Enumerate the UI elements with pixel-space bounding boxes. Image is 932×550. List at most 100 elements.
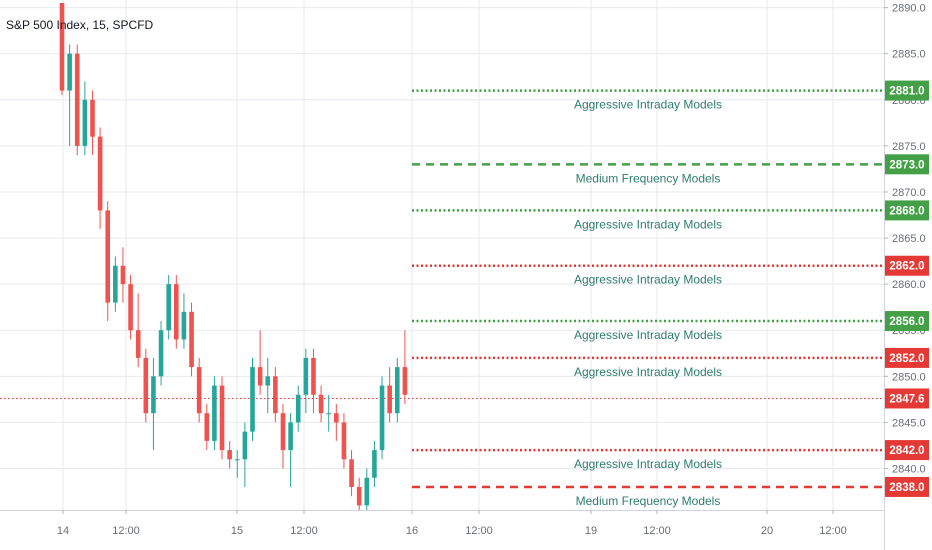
candle-body xyxy=(356,486,362,506)
candle-body xyxy=(257,367,263,386)
level-price-tag: 2856.0 xyxy=(885,311,929,332)
candle xyxy=(90,90,95,156)
candle-body xyxy=(82,99,88,146)
candle-body xyxy=(120,265,126,285)
candle-body xyxy=(204,413,210,441)
price-tag-label: 2842.0 xyxy=(889,445,924,457)
candle xyxy=(204,403,210,451)
time-tick-label: 14 xyxy=(57,525,69,537)
candle xyxy=(303,348,309,414)
candle xyxy=(280,403,286,469)
candle xyxy=(394,357,400,423)
candle-body xyxy=(181,311,187,340)
grid xyxy=(0,0,884,510)
candle-body xyxy=(97,136,103,211)
candle-body xyxy=(318,394,324,414)
candle xyxy=(334,403,339,441)
candle xyxy=(59,3,65,96)
price-tick-label: 2850.0 xyxy=(892,371,926,383)
candle xyxy=(196,357,202,423)
candle xyxy=(311,348,316,414)
candle xyxy=(387,367,392,423)
candle xyxy=(166,274,171,340)
level-label: Medium Frequency Models xyxy=(576,494,721,508)
candle xyxy=(379,376,385,460)
candle-body xyxy=(67,53,72,91)
candle xyxy=(318,385,324,423)
candle-body xyxy=(364,477,370,506)
candle-body xyxy=(326,413,331,415)
candle-body xyxy=(59,3,65,91)
candle xyxy=(326,394,331,432)
chart-title: S&P 500 Index, 15, SPCFD xyxy=(6,18,154,32)
candle xyxy=(295,385,301,432)
candle xyxy=(372,440,377,487)
price-tag-label: 2838.0 xyxy=(889,482,924,494)
candle-body xyxy=(250,367,255,432)
candle xyxy=(227,440,232,469)
candle-body xyxy=(174,284,179,340)
candle xyxy=(128,274,133,340)
candle-body xyxy=(349,459,354,487)
candle xyxy=(257,330,263,395)
candle xyxy=(82,81,88,156)
candle xyxy=(242,422,248,487)
candle xyxy=(364,468,370,510)
candle-body xyxy=(158,330,164,377)
candles xyxy=(59,3,408,510)
candle xyxy=(143,348,149,423)
level-label: Aggressive Intraday Models xyxy=(574,217,722,231)
candle xyxy=(189,302,194,377)
candle xyxy=(181,293,187,349)
time-tick-label: 19 xyxy=(585,525,597,537)
price-tag-label: 2881.0 xyxy=(889,86,924,98)
price-tag-bg xyxy=(885,311,929,332)
price-tag-bg xyxy=(885,476,929,497)
price-tag-bg xyxy=(885,347,929,368)
price-tick-label: 2845.0 xyxy=(892,417,926,429)
price-tick-label: 2860.0 xyxy=(892,279,926,291)
candle-body xyxy=(379,385,385,451)
level-label: Medium Frequency Models xyxy=(576,171,721,185)
price-tag-label: 2868.0 xyxy=(889,205,924,217)
model-levels: Aggressive Intraday Models Medium Frequen… xyxy=(0,89,884,508)
candle-body xyxy=(166,284,171,331)
level-price-tag: 2842.0 xyxy=(885,440,929,461)
price-tag-label: 2847.6 xyxy=(889,393,924,405)
candle xyxy=(158,321,164,386)
candle-body xyxy=(334,413,339,423)
level-price-tag: 2838.0 xyxy=(885,476,929,497)
candle xyxy=(250,357,255,441)
price-tag-bg xyxy=(885,388,929,409)
price-tick-label: 2875.0 xyxy=(892,141,926,153)
time-tick-label: 15 xyxy=(231,525,243,537)
level-price-tag: 2868.0 xyxy=(885,200,929,221)
level-price-tag: 2862.0 xyxy=(885,255,929,276)
level-label: Aggressive Intraday Models xyxy=(574,365,722,379)
candle-body xyxy=(394,367,400,414)
candle xyxy=(174,274,179,349)
price-tick-label: 2890.0 xyxy=(892,3,926,15)
level-label: Aggressive Intraday Models xyxy=(574,98,722,112)
price-tick-label: 2840.0 xyxy=(892,464,926,476)
time-tick-label: 12:00 xyxy=(643,525,671,537)
candle xyxy=(341,413,347,469)
price-tag-bg xyxy=(885,80,929,101)
candle xyxy=(67,44,72,146)
candle-body xyxy=(227,450,232,460)
candle xyxy=(349,450,354,497)
level-label: Aggressive Intraday Models xyxy=(574,273,722,287)
candle xyxy=(402,330,408,404)
price-tick-label: 2865.0 xyxy=(892,233,926,245)
price-tag-label: 2862.0 xyxy=(889,261,924,273)
candle-body xyxy=(74,53,80,146)
candle-body xyxy=(196,367,202,414)
candle xyxy=(234,450,240,478)
level-label: Aggressive Intraday Models xyxy=(574,457,722,471)
level-price-tag: 2881.0 xyxy=(885,80,929,101)
candle-body xyxy=(90,99,95,137)
time-tick-label: 20 xyxy=(761,525,773,537)
candle-body xyxy=(151,376,156,414)
